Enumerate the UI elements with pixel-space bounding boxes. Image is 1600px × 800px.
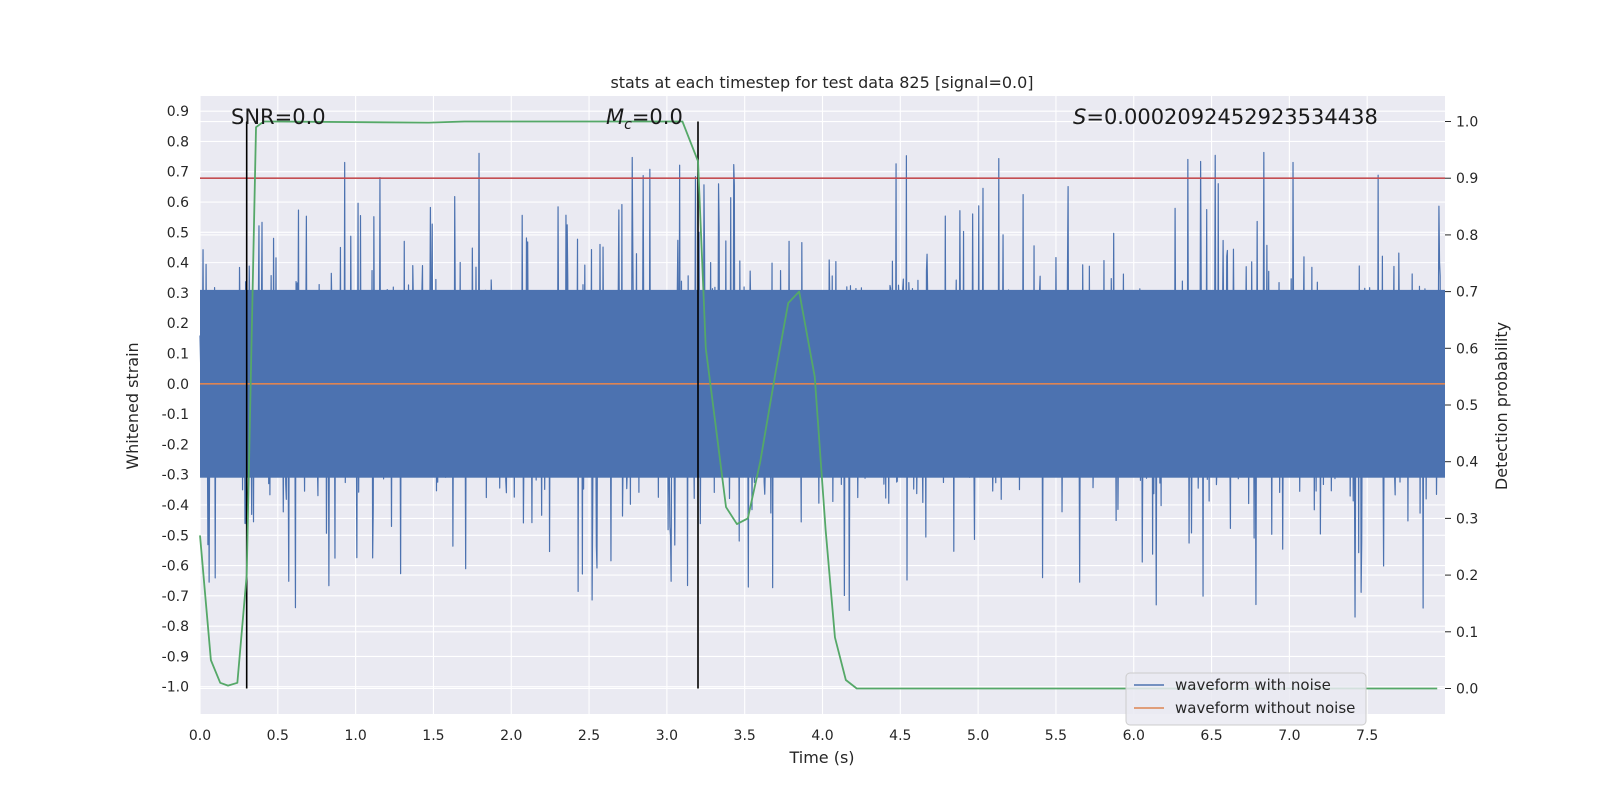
x-tick-label: 4.0: [811, 728, 833, 744]
s-annotation: S=0.0002092452923534438: [1073, 105, 1378, 129]
legend: waveform with noise waveform without noi…: [1125, 672, 1367, 726]
y2-tick-label: 0.2: [1456, 568, 1478, 584]
x-tick-label: 7.0: [1278, 728, 1300, 744]
y-tick-label: 0.0: [167, 377, 189, 393]
x-tick-label: 6.0: [1123, 728, 1145, 744]
chart-title: stats at each timestep for test data 825…: [610, 73, 1033, 92]
y-tick-label: -0.1: [162, 407, 189, 423]
y2-tick-label: 0.4: [1456, 455, 1478, 471]
mc-subscript: c: [624, 117, 632, 133]
legend-label-clean: waveform without noise: [1175, 699, 1355, 717]
y2-tick-label: 0.7: [1456, 285, 1478, 301]
x-tick-label: 4.5: [889, 728, 911, 744]
y2-tick-label: 0.1: [1456, 625, 1478, 641]
snr-annotation: SNR=0.0: [231, 105, 326, 129]
axes-labels: 0.0 0.5 1.0 1.5 2.0 2.5 3.0 3.5 4.0 4.5 5.0 5.5 6.0 6…: [162, 104, 1479, 744]
x-tick-label: 5.5: [1045, 728, 1067, 744]
x-tick-label: 5.0: [967, 728, 989, 744]
y2-tick-label: 0.0: [1456, 681, 1478, 697]
x-tick-label: 1.0: [344, 728, 366, 744]
y2-tick-label: 1.0: [1456, 115, 1478, 131]
overlay-lines: [200, 121, 1445, 689]
legend-label-noise: waveform with noise: [1175, 676, 1331, 694]
y2-tick-label: 0.8: [1456, 228, 1478, 244]
x-tick-label: 2.0: [500, 728, 522, 744]
y-tick-label: 0.5: [167, 225, 189, 241]
y-tick-label: -0.4: [162, 498, 189, 514]
detection-probability-line: [199, 120, 1438, 690]
y-tick-label: -0.9: [162, 649, 189, 665]
y2-tick-label: 0.5: [1456, 398, 1478, 414]
y2-tick-label: 0.6: [1456, 341, 1478, 357]
legend-box: [1125, 672, 1367, 726]
x-tick-label: 6.5: [1200, 728, 1222, 744]
x-tick-label: 0.5: [267, 728, 289, 744]
x-tick-label: 7.5: [1356, 728, 1378, 744]
mc-value: =0.0: [632, 105, 683, 129]
y-tick-label: 0.8: [167, 134, 189, 150]
x-tick-label: 0.0: [189, 728, 211, 744]
y-tick-label: -0.5: [162, 528, 189, 544]
y-tick-label: -1.0: [162, 680, 189, 696]
s-symbol: S: [1073, 105, 1086, 129]
y2-axis-label: Detection probability: [1492, 322, 1511, 490]
detection-probability-series: [199, 120, 1438, 690]
x-tick-label: 1.5: [422, 728, 444, 744]
y-tick-label: 0.6: [167, 195, 189, 211]
s-value: =0.0002092452923534438: [1086, 105, 1378, 129]
y-tick-label: -0.8: [162, 619, 189, 635]
y-tick-label: 0.2: [167, 316, 189, 332]
y-tick-label: 0.4: [167, 256, 189, 272]
x-tick-label: 3.5: [734, 728, 756, 744]
y-tick-label: -0.7: [162, 589, 189, 605]
mc-symbol: M: [606, 105, 624, 129]
mc-annotation: Mc=0.0: [606, 105, 683, 133]
y-tick-label: -0.3: [162, 468, 189, 484]
y2-tick-label: 0.9: [1456, 171, 1478, 187]
y-tick-label: 0.9: [167, 104, 189, 120]
y2-tick-label: 0.3: [1456, 511, 1478, 527]
y-tick-label: -0.2: [162, 437, 189, 453]
y-axis-label: Whitened strain: [123, 342, 142, 469]
y-tick-label: -0.6: [162, 559, 189, 575]
y-tick-label: 0.7: [167, 165, 189, 181]
y-tick-label: 0.3: [167, 286, 189, 302]
x-tick-label: 3.0: [656, 728, 678, 744]
y-tick-label: 0.1: [167, 347, 189, 363]
x-axis-label: Time (s): [788, 748, 854, 767]
x-tick-label: 2.5: [578, 728, 600, 744]
